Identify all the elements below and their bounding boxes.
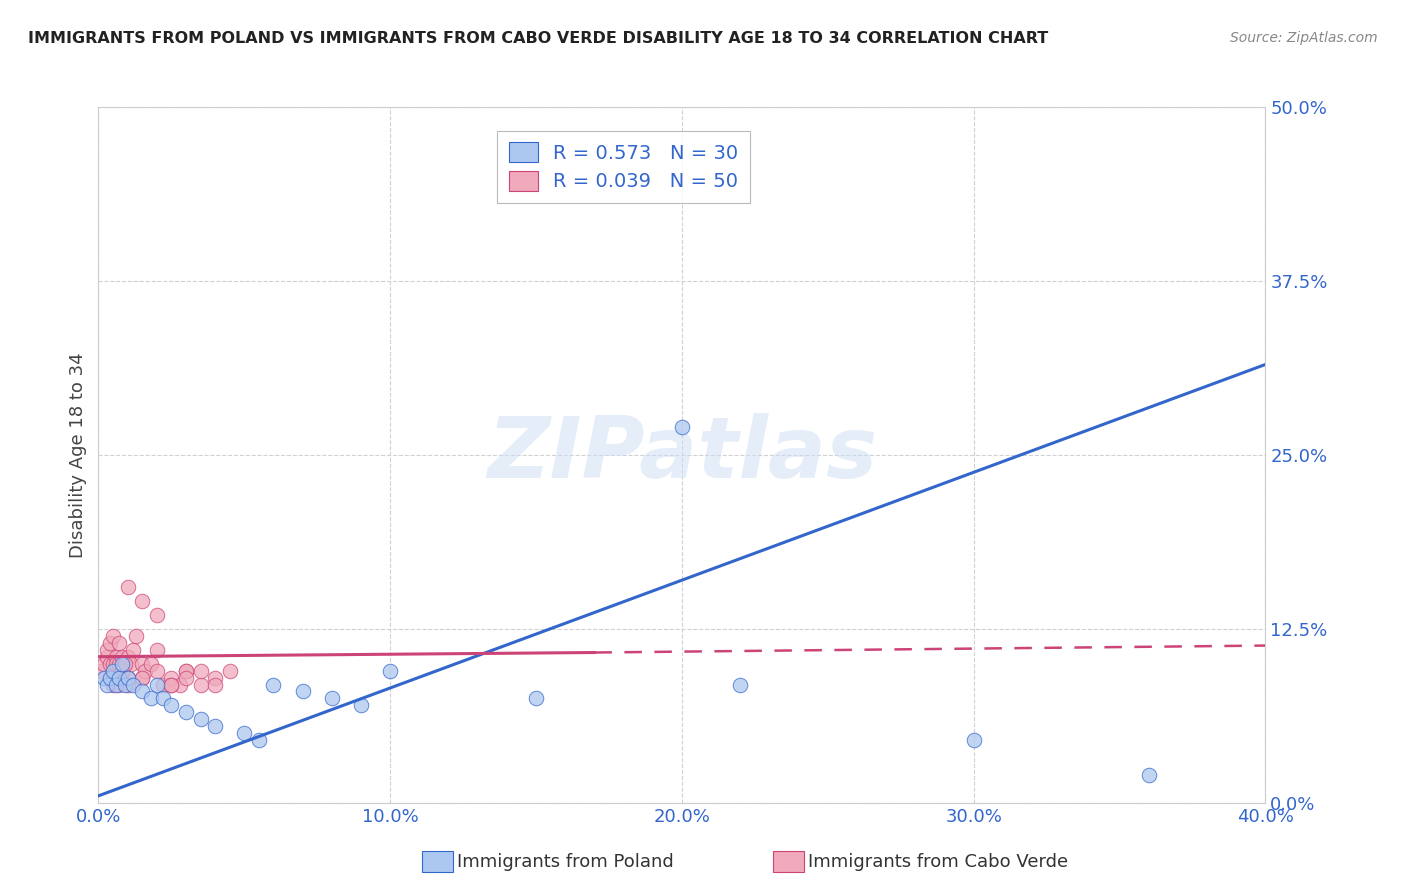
Point: [146, 607, 169, 622]
Point: [160, 677, 183, 691]
Y-axis label: Disability Age 18 to 34: Disability Age 18 to 34: [69, 352, 87, 558]
Point: [146, 642, 169, 657]
Point: [101, 664, 124, 678]
Point: [160, 677, 183, 691]
Point: [962, 733, 984, 747]
Point: [125, 629, 148, 643]
Point: [98, 657, 121, 671]
Point: [111, 664, 134, 678]
Point: [108, 677, 131, 691]
Point: [190, 677, 212, 691]
Point: [111, 664, 134, 678]
Point: [117, 671, 139, 685]
Point: [96, 677, 118, 691]
Point: [218, 664, 240, 678]
Point: [98, 636, 121, 650]
Point: [104, 657, 127, 671]
Point: [233, 726, 256, 740]
Point: [90, 664, 112, 678]
Point: [96, 642, 118, 657]
Point: [104, 671, 127, 685]
Point: [190, 664, 212, 678]
Point: [146, 664, 169, 678]
Point: [174, 664, 197, 678]
Point: [321, 691, 343, 706]
Point: [134, 664, 156, 678]
Point: [139, 691, 162, 706]
Legend: R = 0.573   N = 30, R = 0.039   N = 50: R = 0.573 N = 30, R = 0.039 N = 50: [496, 130, 751, 202]
Point: [152, 691, 174, 706]
Point: [131, 594, 153, 608]
Point: [114, 677, 136, 691]
Point: [131, 657, 153, 671]
Point: [174, 706, 197, 720]
Point: [117, 671, 139, 685]
Point: [152, 677, 174, 691]
Text: IMMIGRANTS FROM POLAND VS IMMIGRANTS FROM CABO VERDE DISABILITY AGE 18 TO 34 COR: IMMIGRANTS FROM POLAND VS IMMIGRANTS FRO…: [28, 31, 1049, 46]
Point: [101, 671, 124, 685]
Text: Immigrants from Cabo Verde: Immigrants from Cabo Verde: [808, 853, 1069, 871]
Point: [101, 657, 124, 671]
Point: [111, 649, 134, 664]
Point: [131, 671, 153, 685]
Point: [114, 657, 136, 671]
Point: [108, 671, 131, 685]
Text: Source: ZipAtlas.com: Source: ZipAtlas.com: [1230, 31, 1378, 45]
Point: [101, 677, 124, 691]
Point: [291, 684, 314, 698]
Point: [108, 636, 131, 650]
Point: [139, 657, 162, 671]
Point: [204, 719, 226, 733]
Point: [380, 664, 402, 678]
Point: [671, 420, 693, 434]
Point: [262, 677, 284, 691]
Text: Immigrants from Poland: Immigrants from Poland: [457, 853, 673, 871]
Point: [98, 671, 121, 685]
Point: [101, 629, 124, 643]
Point: [108, 657, 131, 671]
Point: [174, 671, 197, 685]
Point: [93, 657, 115, 671]
Point: [247, 733, 270, 747]
Point: [1137, 768, 1160, 782]
Point: [104, 649, 127, 664]
Point: [122, 677, 145, 691]
Point: [146, 677, 169, 691]
Point: [104, 677, 127, 691]
Point: [174, 664, 197, 678]
Point: [131, 684, 153, 698]
Point: [730, 677, 752, 691]
Point: [131, 671, 153, 685]
Point: [524, 691, 547, 706]
Point: [204, 677, 226, 691]
Point: [122, 642, 145, 657]
Point: [117, 580, 139, 594]
Point: [204, 671, 226, 685]
Point: [160, 671, 183, 685]
Point: [93, 671, 115, 685]
Point: [160, 698, 183, 713]
Point: [190, 712, 212, 726]
Point: [96, 649, 118, 664]
Point: [350, 698, 373, 713]
Point: [117, 677, 139, 691]
Point: [114, 657, 136, 671]
Point: [169, 677, 191, 691]
Point: [117, 649, 139, 664]
Point: [111, 657, 134, 671]
Text: ZIPatlas: ZIPatlas: [486, 413, 877, 497]
Point: [120, 657, 142, 671]
